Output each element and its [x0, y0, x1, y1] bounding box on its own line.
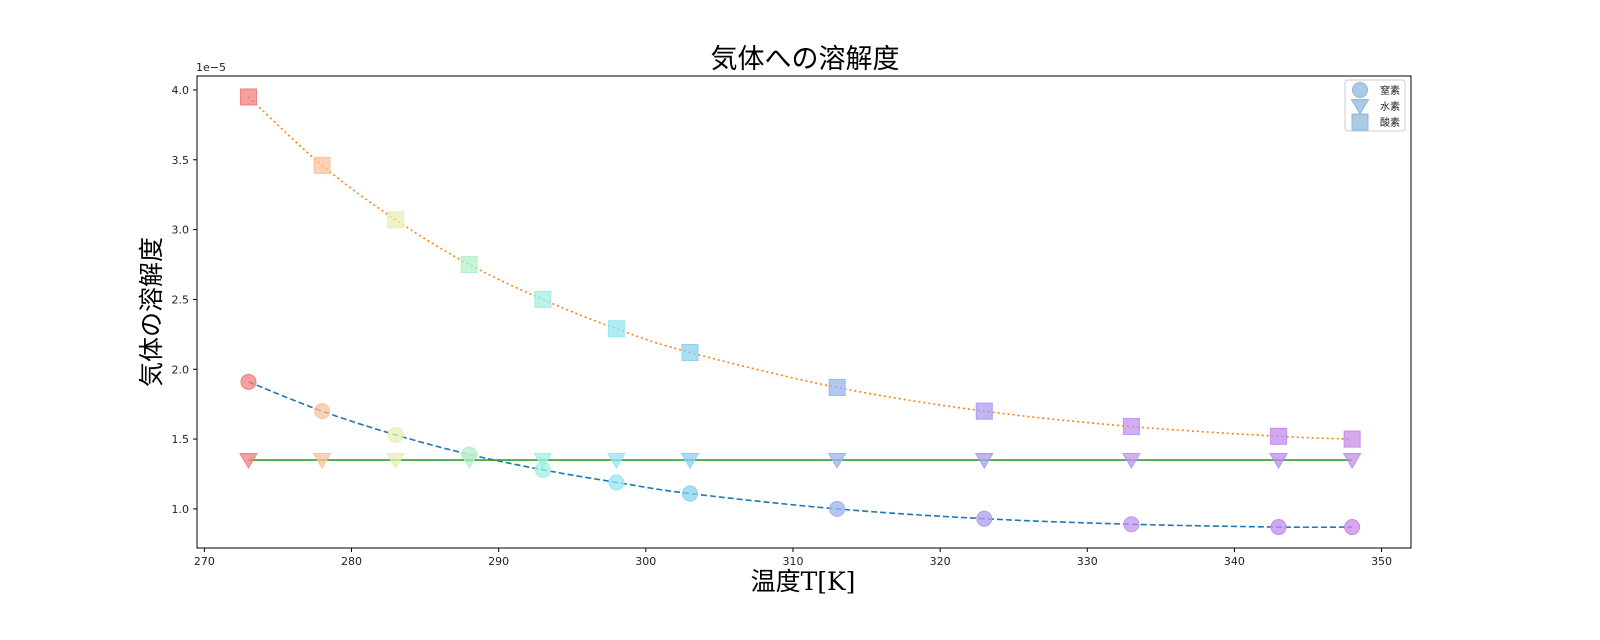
x-tick-label: 270: [194, 555, 215, 568]
data-point-circle: [1123, 516, 1140, 533]
y-axis-scale-label: 1e−5: [196, 61, 226, 74]
legend-label: 窒素: [1380, 84, 1400, 97]
data-point-square: [460, 256, 478, 274]
legend-marker-square: [1351, 113, 1369, 131]
x-tick-label: 330: [1077, 555, 1098, 568]
data-point-triangle-down: [1269, 453, 1288, 470]
data-point-triangle-down: [1122, 453, 1141, 470]
plot-area: 270 280 290 300 310 320 330 340 350 1.0 1.5 2.0 2.5 3…: [172, 75, 1412, 568]
data-point-square: [1343, 430, 1361, 448]
data-point-triangle-down: [1342, 453, 1362, 470]
data-point-circle: [681, 485, 698, 502]
plot-frame: [196, 75, 1412, 549]
data-point-triangle-down: [239, 453, 258, 470]
legend-marker-circle: [1352, 82, 1368, 98]
data-point-circle: [829, 500, 846, 517]
y-tick-label: 2.0: [172, 363, 190, 376]
data-point-square: [1122, 418, 1140, 436]
data-point-triangle-down: [459, 453, 479, 470]
y-tick-label: 1.5: [172, 433, 190, 446]
data-point-circle: [314, 403, 331, 420]
data-point-triangle-down: [386, 453, 406, 470]
data-point-triangle-down: [533, 453, 553, 470]
data-point-triangle-down: [827, 453, 847, 470]
series-line-2: [247, 96, 1353, 440]
data-point-square: [681, 343, 699, 361]
data-point-circle: [976, 510, 993, 527]
x-axis-label: 温度T[K]: [751, 567, 856, 596]
x-tick-label: 290: [488, 555, 509, 568]
data-point-square: [1270, 427, 1288, 445]
data-point-triangle-down: [607, 453, 626, 470]
data-point-square: [607, 320, 625, 338]
legend-label: 水素: [1380, 100, 1400, 113]
y-tick-label: 2.5: [172, 293, 190, 306]
y-tick-label: 4.0: [172, 84, 190, 97]
series-line-0: [248, 381, 1353, 529]
data-point-triangle-down: [974, 453, 994, 470]
data-point-square: [313, 156, 331, 174]
legend-label: 酸素: [1380, 116, 1400, 129]
x-tick-label: 310: [782, 555, 803, 568]
data-point-square: [240, 88, 258, 106]
y-tick-label: 1.0: [172, 503, 190, 516]
chart-title: 気体への溶解度: [711, 44, 900, 75]
data-point-circle: [1344, 519, 1361, 536]
data-point-circle: [387, 426, 404, 443]
x-tick-label: 340: [1224, 555, 1245, 568]
data-point-square: [828, 378, 846, 396]
x-tick-label: 300: [635, 555, 656, 568]
data-point-square: [387, 211, 405, 229]
x-tick-label: 320: [930, 555, 951, 568]
legend-marker-triangle-down: [1350, 99, 1370, 115]
data-point-circle: [1270, 519, 1287, 536]
x-tick-label: 350: [1371, 555, 1392, 568]
data-point-square: [534, 290, 552, 308]
data-point-triangle-down: [312, 453, 332, 470]
x-tick-label: 280: [341, 555, 362, 568]
y-tick-label: 3.0: [172, 224, 190, 237]
y-tick-label: 3.5: [172, 154, 190, 167]
y-axis-label: 気体の溶解度: [137, 237, 166, 387]
data-point-square: [975, 402, 993, 420]
data-point-circle: [240, 373, 257, 390]
data-point-triangle-down: [680, 453, 700, 470]
data-point-circle: [608, 474, 625, 491]
